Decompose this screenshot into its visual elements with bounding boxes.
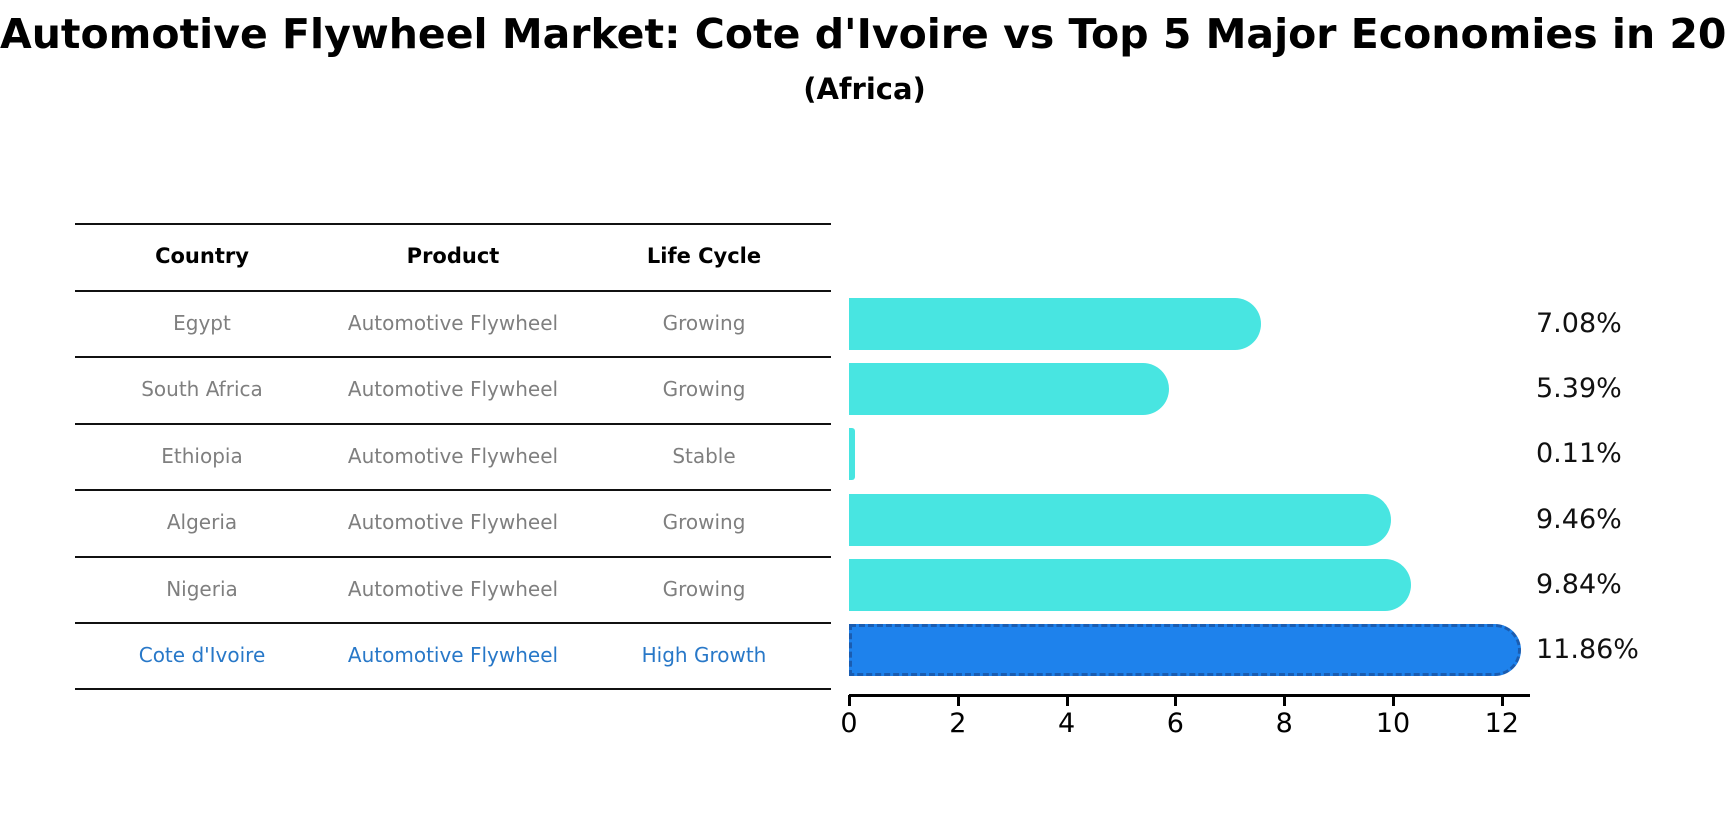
x-axis-tick-label: 4 [1058, 708, 1076, 739]
cell-life-cycle: High Growth [641, 643, 767, 667]
cell-country: South Africa [141, 377, 263, 401]
table-rule [75, 223, 831, 225]
bar-value-label: 0.11% [1536, 438, 1622, 470]
x-axis-tick-label: 10 [1375, 708, 1411, 739]
table-rule [75, 688, 831, 690]
cell-country: Nigeria [166, 577, 238, 601]
bar-value-label: 9.84% [1536, 568, 1622, 600]
x-axis-tick [1392, 695, 1395, 706]
bar-ethiopia [849, 428, 855, 481]
bar-value-label: 11.86% [1536, 634, 1639, 665]
table-rule [75, 290, 831, 292]
page-title: Automotive Flywheel Market: Cote d'Ivoir… [0, 10, 1729, 58]
cell-life-cycle: Growing [662, 377, 746, 401]
bar-value-label: 7.08% [1536, 308, 1622, 339]
country-table: Country Product Life Cycle Egypt Automot… [75, 0, 831, 823]
cell-life-cycle: Growing [662, 510, 746, 534]
bar-algeria [849, 493, 1391, 546]
table-rule [75, 556, 831, 558]
x-axis-line [849, 694, 1530, 697]
column-header-country: Country [155, 244, 249, 268]
x-axis-tick [1065, 695, 1069, 706]
table-rule [75, 423, 831, 425]
cell-product: Automotive Flywheel [347, 444, 559, 468]
table-rule [75, 622, 831, 624]
table-rule [75, 489, 831, 491]
page-subtitle: (Africa) [803, 72, 926, 106]
x-axis-tick [956, 695, 960, 706]
bar-egypt [849, 298, 1262, 350]
cell-product: Automotive Flywheel [347, 377, 559, 401]
x-axis-tick [1283, 695, 1287, 706]
cell-country: Cote d'Ivoire [138, 643, 266, 667]
x-axis-tick-label: 2 [949, 708, 967, 739]
cell-country: Egypt [173, 311, 231, 335]
x-axis-tick [1174, 695, 1178, 706]
x-axis-tick-label: 12 [1484, 708, 1519, 739]
cell-product: Automotive Flywheel [347, 643, 559, 667]
bar-nigeria [849, 558, 1412, 611]
cell-life-cycle: Growing [662, 311, 746, 335]
cell-life-cycle: Stable [672, 444, 736, 468]
bar-cote-divoire-highlight [849, 624, 1522, 676]
bar-value-label: 9.46% [1536, 503, 1622, 535]
cell-product: Automotive Flywheel [347, 577, 559, 601]
bar-value-label: 5.39% [1536, 373, 1622, 405]
x-axis-tick [848, 695, 851, 706]
x-axis-tick-label: 0 [840, 708, 858, 739]
cell-country: Algeria [166, 510, 238, 534]
x-axis-tick [1500, 695, 1504, 706]
x-axis-tick-label: 6 [1166, 708, 1184, 739]
cell-life-cycle: Growing [662, 577, 746, 601]
cell-product: Automotive Flywheel [347, 510, 559, 534]
bar-south-africa [849, 363, 1170, 416]
cell-country: Ethiopia [161, 444, 243, 468]
column-header-product: Product [406, 244, 500, 268]
x-axis-tick-label: 8 [1275, 708, 1293, 739]
column-header-life-cycle: Life Cycle [646, 244, 762, 268]
cell-product: Automotive Flywheel [347, 311, 559, 335]
table-rule [75, 356, 831, 358]
